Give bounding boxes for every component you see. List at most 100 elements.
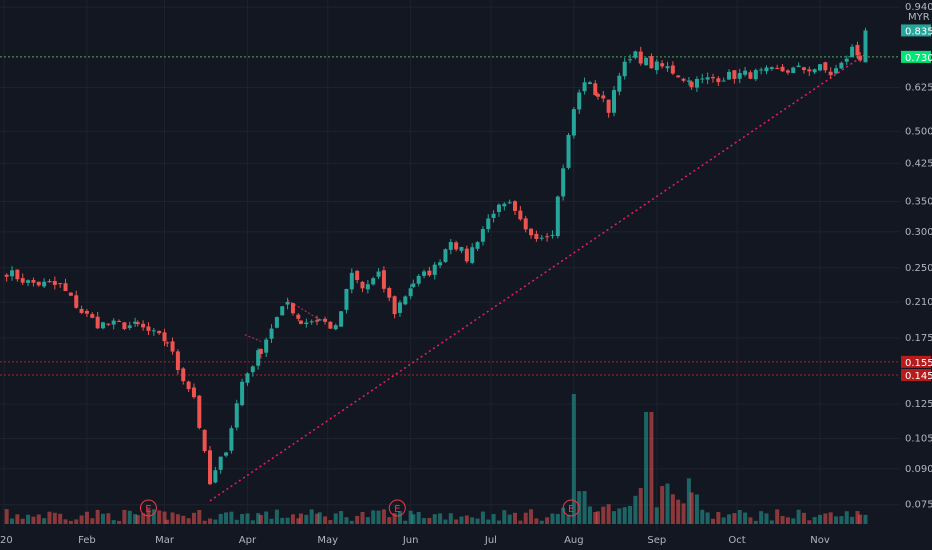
candle-body [63, 283, 68, 292]
candle-body [290, 303, 295, 314]
level-price-label: 0.145 [905, 371, 932, 382]
candle-body [309, 321, 314, 323]
volume-bar [839, 516, 844, 524]
price-tick-label: 0.350 [905, 197, 932, 208]
volume-bar [769, 520, 774, 524]
volume-bar [42, 518, 47, 524]
candle-body [759, 69, 764, 71]
candle-body [264, 339, 269, 353]
candle-body [141, 323, 146, 328]
volume-bar [74, 519, 79, 524]
last-price-label: 0.835 [905, 26, 932, 37]
candle-body [427, 270, 432, 276]
candle-body [47, 281, 52, 283]
candle-body [31, 279, 36, 283]
volume-bar [654, 507, 659, 524]
volume-bar [111, 520, 116, 524]
volume-bar [376, 510, 381, 524]
volume-bar [181, 515, 186, 524]
candle-body [229, 428, 234, 451]
volume-bar [743, 512, 748, 524]
volume-bar [26, 514, 31, 524]
currency-label: MYR [908, 12, 930, 23]
volume-bar [863, 514, 868, 524]
earnings-marker[interactable] [139, 499, 157, 517]
time-tick-label: May [317, 535, 338, 546]
volume-bar [135, 515, 140, 524]
candle-body [638, 51, 643, 64]
volume-bar [828, 512, 833, 524]
volume-bar [245, 513, 250, 524]
volume-bar [855, 511, 860, 524]
volume-bar [823, 513, 828, 524]
candle-body [775, 68, 780, 70]
volume-bar [633, 495, 638, 524]
candle-body [791, 67, 796, 74]
candle-body [606, 99, 611, 113]
candle-body [392, 296, 397, 315]
volume-bar [480, 511, 485, 524]
candle-body [737, 73, 742, 79]
candle-body [376, 271, 381, 277]
volume-bar [165, 519, 170, 524]
volume-bar [791, 518, 796, 524]
volume-bar [529, 509, 534, 524]
volume-bar [296, 518, 301, 524]
price-tick-label: 0.075 [905, 500, 932, 511]
volume-bar [213, 519, 218, 524]
candle-body [593, 83, 598, 95]
candle-body [700, 78, 705, 80]
volume-bar [432, 514, 437, 524]
time-tick-label: 20 [0, 535, 13, 546]
candle-body [285, 301, 290, 305]
candle-body [355, 270, 360, 281]
volume-bar [759, 511, 764, 524]
volume-bars [4, 394, 868, 524]
volume-bar [459, 516, 464, 524]
price-axis: 0.940 0.625 0.500 0.425 0.350 0.300 0.250 0.210… [905, 2, 932, 511]
volume-bar [360, 511, 365, 524]
pattern-line[interactable] [244, 334, 262, 342]
time-tick-label: Mar [155, 535, 175, 546]
volume-bar [365, 517, 370, 524]
candle-body [601, 95, 606, 99]
volume-bar [234, 519, 239, 524]
earnings-marker[interactable] [562, 499, 580, 517]
volume-bar [63, 519, 68, 524]
trendline[interactable] [209, 53, 866, 502]
volume-bar [106, 513, 111, 524]
candle-body [555, 196, 560, 237]
volume-bar [416, 511, 421, 524]
price-axis-panel[interactable] [900, 0, 932, 550]
candle-body [258, 348, 263, 354]
volume-bar [801, 512, 806, 524]
volume-bar [686, 478, 691, 524]
time-tick-label: Aug [564, 535, 584, 546]
candle-body [812, 69, 817, 73]
volume-bar [355, 515, 360, 524]
volume-bar [411, 514, 416, 524]
candle-body [344, 288, 349, 310]
volume-bar [141, 513, 146, 524]
volume-bar [328, 520, 333, 524]
candle-body [280, 306, 285, 316]
volume-bar [397, 511, 402, 524]
candle-body [298, 320, 303, 324]
volume-bar [387, 517, 392, 524]
volume-bar [475, 518, 480, 524]
candle-body [95, 316, 100, 329]
volume-bar [700, 509, 705, 524]
candle-body [513, 201, 518, 211]
volume-bar [727, 514, 732, 524]
candle-body [438, 262, 443, 266]
candle-body [432, 264, 437, 275]
candle-body [665, 66, 670, 69]
candle-body [339, 311, 344, 327]
earnings-marker[interactable] [388, 499, 406, 517]
volume-bar [858, 514, 863, 524]
candle-body [256, 350, 261, 366]
candle-body [475, 242, 480, 249]
